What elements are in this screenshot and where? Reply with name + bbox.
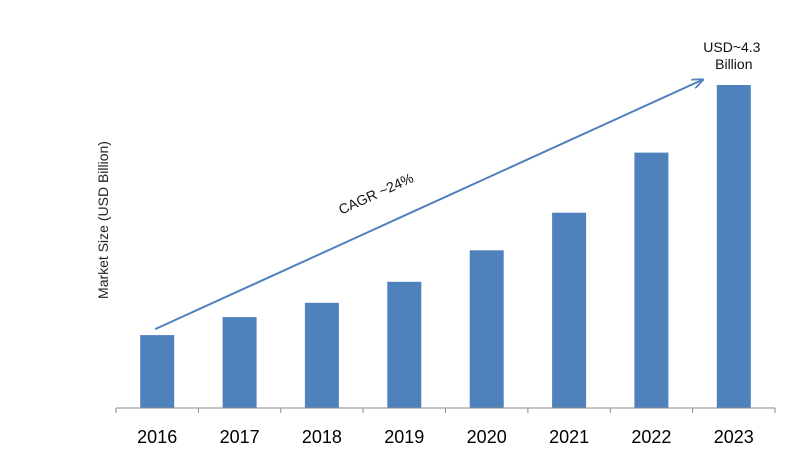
bar-2021 [552,212,587,408]
x-axis-labels: 2016 2017 2018 2019 2020 2021 2022 2023 [137,427,754,447]
bar-2020 [469,250,504,408]
x-tick-label-2017: 2017 [220,427,260,447]
x-tick-label-2023: 2023 [714,427,754,447]
x-tick-label-2021: 2021 [549,427,589,447]
final-value-line-2: Billion [715,56,752,72]
x-tick-label-2016: 2016 [137,427,177,447]
final-value-line-1: USD~4.3 [703,39,760,55]
x-axis-ticks [115,408,776,413]
x-tick-label-2022: 2022 [631,427,671,447]
x-tick-label-2018: 2018 [302,427,342,447]
bars-group [140,85,751,408]
final-value-label: USD~4.3 Billion [703,39,764,72]
bar-2023 [716,85,751,408]
x-tick-label-2020: 2020 [467,427,507,447]
cagr-label: CAGR ~24% [336,169,416,217]
bar-2016 [140,335,175,408]
bar-2022 [634,152,669,408]
bar-2018 [304,302,339,408]
y-axis-title: Market Size (USD Billion) [95,141,111,299]
bar-2017 [222,317,257,408]
bar-2019 [387,281,422,408]
x-tick-label-2019: 2019 [384,427,424,447]
cagr-arrow [154,80,702,331]
